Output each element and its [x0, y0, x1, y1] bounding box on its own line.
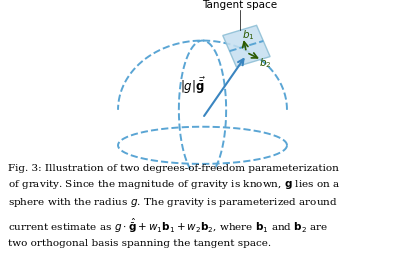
Text: Tangent space: Tangent space — [202, 0, 277, 10]
Polygon shape — [223, 25, 270, 67]
Text: $|g|\vec{\bar{\mathbf{g}}}$: $|g|\vec{\bar{\mathbf{g}}}$ — [179, 76, 205, 96]
Text: $b_2$: $b_2$ — [259, 56, 271, 70]
Text: Fig. 3: Illustration of two degrees-of-freedom parameterization
of gravity. Sinc: Fig. 3: Illustration of two degrees-of-f… — [8, 164, 341, 248]
Text: $b_1$: $b_1$ — [242, 29, 254, 43]
